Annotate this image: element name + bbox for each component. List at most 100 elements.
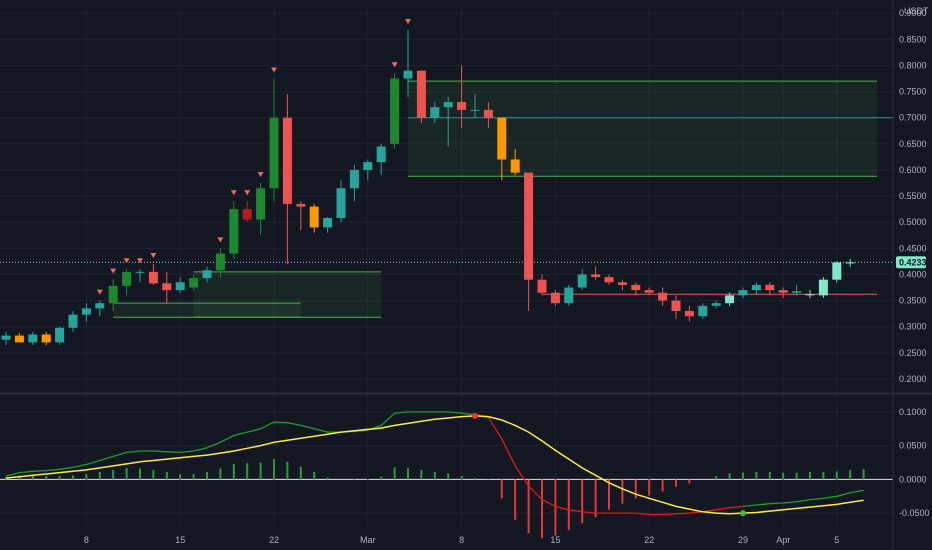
- candle-body: [604, 277, 614, 283]
- candle-body: [550, 292, 560, 304]
- candle-body: [845, 262, 855, 264]
- candle-body: [1, 335, 11, 340]
- candle-body: [41, 334, 51, 343]
- candle-body: [148, 271, 158, 284]
- candle-body: [778, 290, 788, 293]
- candle-body: [416, 70, 426, 118]
- candle-body: [470, 109, 480, 111]
- currency-label: USDT: [904, 6, 929, 16]
- last-price-tag: 0.4233: [896, 256, 927, 269]
- time-tick-label: 5: [834, 535, 839, 545]
- candle-body: [122, 271, 132, 286]
- candle-body: [443, 102, 453, 108]
- sell-arrow: [96, 289, 103, 295]
- candle-body: [403, 70, 413, 79]
- candle-body: [242, 209, 252, 220]
- macd-line: [5, 411, 476, 477]
- macd-indicator: [5, 411, 865, 539]
- candle-body: [631, 284, 641, 291]
- candle-body: [349, 169, 359, 189]
- time-tick-label: 15: [175, 535, 185, 545]
- time-tick-label: 22: [644, 535, 654, 545]
- candle-body: [738, 290, 748, 296]
- candle-body: [108, 285, 118, 304]
- candle-body: [269, 117, 279, 189]
- cross-marker: [740, 510, 746, 517]
- candle-body: [711, 303, 721, 306]
- candle-body: [68, 314, 78, 328]
- sell-arrow: [123, 258, 130, 264]
- signal-line: [5, 415, 864, 515]
- zone-fill: [113, 303, 301, 318]
- price-tick-label: 0.8000: [899, 60, 927, 70]
- sell-arrow: [230, 190, 237, 196]
- time-tick-label: 8: [459, 535, 464, 545]
- candle-body: [81, 308, 91, 315]
- candle-body: [510, 159, 520, 173]
- candle-body: [55, 327, 65, 343]
- candle-body: [215, 253, 225, 271]
- candle-body: [14, 335, 24, 343]
- candle-body: [751, 284, 761, 291]
- candle-body: [457, 102, 467, 110]
- price-tick-label: 0.6000: [899, 165, 927, 175]
- sell-arrow: [257, 172, 264, 178]
- indicator-tick-label: 0.0000: [899, 474, 927, 484]
- candle-body: [336, 188, 346, 219]
- candle-body: [256, 188, 266, 220]
- sell-arrow: [110, 268, 117, 274]
- candle-body: [175, 282, 185, 291]
- macd-line-bearish: [474, 413, 744, 516]
- candle-body: [483, 109, 493, 118]
- price-tick-label: 0.8500: [899, 34, 927, 44]
- candle-body: [564, 287, 574, 304]
- candle-body: [296, 203, 306, 207]
- price-tick-label: 0.3000: [899, 322, 927, 332]
- candle-body: [591, 274, 601, 278]
- price-tick-label: 0.7000: [899, 113, 927, 123]
- candle-body: [617, 282, 627, 285]
- time-tick-label: Apr: [776, 535, 790, 545]
- candle-body: [684, 311, 694, 317]
- price-tick-label: 0.2500: [899, 348, 927, 358]
- candle-body: [95, 303, 105, 309]
- candle-body: [818, 279, 828, 296]
- candle-body: [229, 209, 239, 254]
- indicator-tick-label: -0.0500: [899, 508, 930, 518]
- sell-arrow: [244, 190, 251, 196]
- indicator-tick-label: 0.1000: [899, 407, 927, 417]
- price-tick-label: 0.5000: [899, 217, 927, 227]
- sell-arrow: [271, 67, 277, 73]
- price-tick-label: 0.9000: [899, 8, 927, 18]
- last-price-tag-bg: [896, 256, 926, 269]
- candle-body: [162, 283, 172, 291]
- candle-body: [376, 146, 386, 163]
- price-axis[interactable]: USDT 0.9000 0.8500 0.8000 0.7500 0.7000 0.650…: [899, 6, 930, 518]
- candle-body: [497, 117, 507, 160]
- candle-body: [430, 107, 440, 118]
- candle-body: [309, 206, 319, 228]
- candle-body: [658, 292, 668, 301]
- time-tick-label: 29: [738, 535, 748, 545]
- price-tick-label: 0.6500: [899, 139, 927, 149]
- candle-body: [363, 162, 373, 170]
- candle-body: [282, 117, 292, 204]
- price-tick-label: 0.7500: [899, 87, 927, 97]
- candle-body: [537, 279, 547, 293]
- time-tick-label: 22: [269, 535, 279, 545]
- candle-body: [671, 300, 681, 312]
- time-tick-label: 8: [84, 535, 89, 545]
- candle-body: [805, 294, 815, 296]
- candle-body: [202, 270, 212, 279]
- indicator-tick-label: 0.0500: [899, 441, 927, 451]
- cross-marker: [472, 412, 478, 419]
- candle-body: [765, 284, 775, 291]
- time-axis[interactable]: 8 15 22 Mar 8 15 22 29 Apr 5: [84, 535, 839, 545]
- candle-body: [135, 271, 145, 273]
- candle-body: [725, 295, 735, 304]
- time-tick-label: 15: [550, 535, 560, 545]
- zone-fill: [193, 271, 382, 318]
- sell-arrow: [150, 253, 157, 258]
- candle-body: [832, 262, 842, 280]
